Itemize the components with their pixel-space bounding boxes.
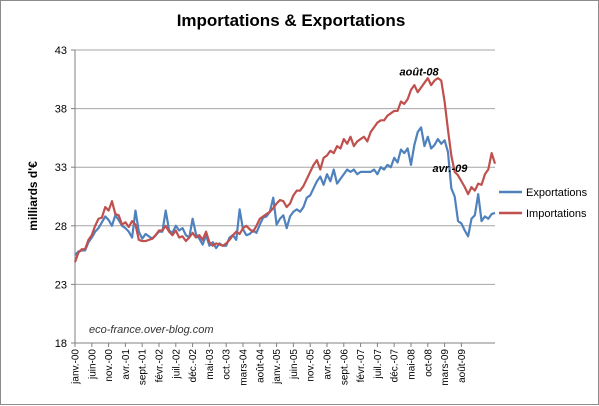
series-line-importations [73, 77, 497, 263]
x-tick-label: mai-08 [407, 349, 418, 380]
x-tick-label: déc.-07 [390, 349, 401, 383]
series-lines [73, 77, 497, 263]
y-axis-label: milliards d'€ [26, 161, 40, 231]
x-tick-label: mai-03 [205, 349, 216, 380]
x-axis-ticks: janv.-00 juin-00 nov.-00 avr.-01 sept.-01 fév… [71, 343, 468, 386]
x-tick-label: août-09 [457, 349, 468, 383]
x-tick-label: juil.-02 [171, 349, 182, 380]
watermark-text: eco-france.over-blog.com [89, 324, 214, 336]
y-axis-ticks: 18 23 28 33 38 43 [55, 45, 75, 350]
legend-label: Importations [526, 208, 587, 220]
y-tick-label: 28 [55, 221, 67, 233]
x-tick-label: févr.-07 [356, 349, 367, 383]
x-tick-label: nov.-00 [104, 349, 115, 382]
legend: Exportations Importations [499, 187, 588, 220]
annotations: août-08 avr.-09 [400, 67, 469, 175]
gridlines [74, 49, 495, 344]
legend-label: Exportations [526, 187, 588, 199]
x-tick-label: août-04 [255, 349, 266, 383]
chart-title: Importations & Exportations [177, 11, 406, 30]
x-tick-label: janv.-00 [71, 349, 82, 385]
x-tick-label: juin-05 [289, 349, 300, 380]
annotation-label: août-08 [400, 67, 440, 79]
x-tick-label: oct.-03 [222, 349, 233, 380]
x-tick-label: janv.-05 [272, 349, 283, 385]
x-tick-label: sept.-01 [138, 349, 149, 386]
y-tick-label: 18 [55, 338, 67, 350]
x-tick-label: mars-04 [239, 349, 250, 386]
x-tick-label: avr.-01 [121, 349, 132, 380]
x-tick-label: déc.-02 [188, 349, 199, 383]
annotation-label: avr.-09 [433, 163, 469, 175]
x-tick-label: nov.-05 [306, 349, 317, 382]
x-tick-label: sept.-06 [339, 349, 350, 386]
series-line-exportations [74, 126, 496, 256]
x-tick-label: oct-08 [423, 349, 434, 377]
y-tick-label: 33 [55, 162, 67, 174]
y-tick-label: 23 [55, 279, 67, 291]
x-tick-label: mars-09 [440, 349, 451, 386]
x-tick-label: juin-00 [87, 349, 98, 380]
x-tick-label: juil.-07 [373, 349, 384, 380]
x-tick-label: avr.-06 [323, 349, 334, 380]
x-tick-label: févr.-02 [155, 349, 166, 383]
y-tick-label: 38 [55, 104, 67, 116]
y-tick-label: 43 [55, 45, 67, 57]
